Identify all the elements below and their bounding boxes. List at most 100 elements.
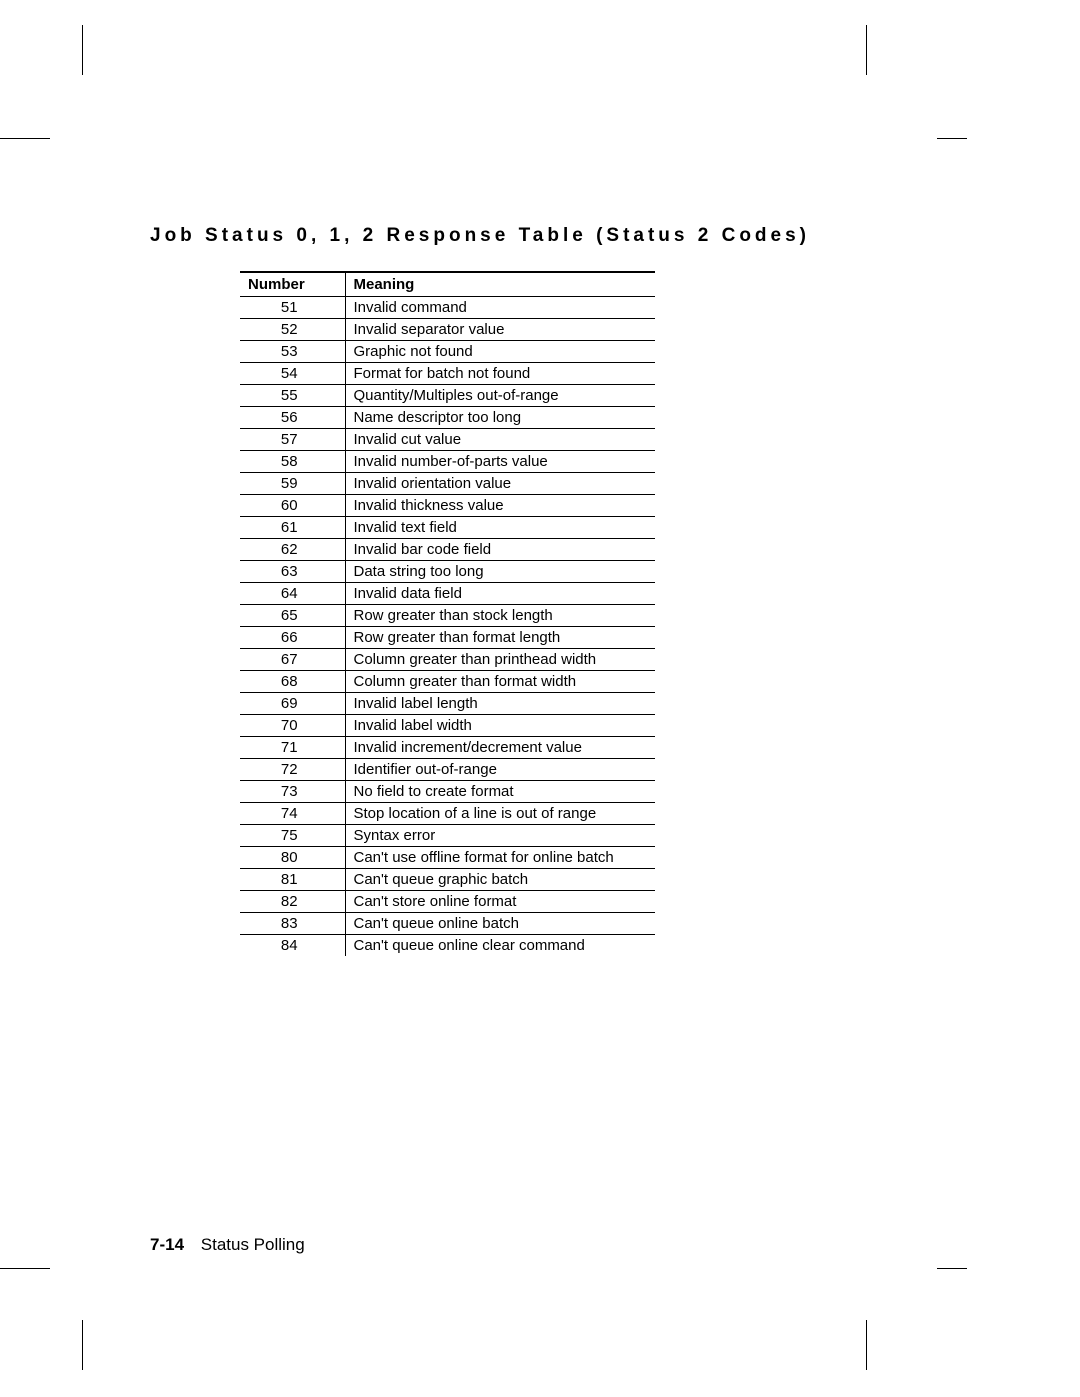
section-title: Status Polling [201, 1235, 305, 1254]
table-row: 58Invalid number-of-parts value [240, 451, 655, 473]
cell-number: 61 [240, 517, 345, 539]
cell-number: 66 [240, 627, 345, 649]
cell-number: 68 [240, 671, 345, 693]
table-row: 67Column greater than printhead width [240, 649, 655, 671]
cell-meaning: Invalid bar code field [345, 539, 655, 561]
table-row: 51Invalid command [240, 297, 655, 319]
cell-number: 74 [240, 803, 345, 825]
cell-meaning: Can't queue graphic batch [345, 869, 655, 891]
cell-meaning: Identifier out-of-range [345, 759, 655, 781]
table-row: 54Format for batch not found [240, 363, 655, 385]
table-row: 74Stop location of a line is out of rang… [240, 803, 655, 825]
table-row: 82Can't store online format [240, 891, 655, 913]
cell-number: 72 [240, 759, 345, 781]
cell-meaning: Invalid data field [345, 583, 655, 605]
cell-number: 70 [240, 715, 345, 737]
crop-mark [82, 1320, 83, 1370]
cell-meaning: Invalid thickness value [345, 495, 655, 517]
cell-meaning: Stop location of a line is out of range [345, 803, 655, 825]
table-row: 84Can't queue online clear command [240, 935, 655, 957]
cell-meaning: Invalid number-of-parts value [345, 451, 655, 473]
cell-meaning: Invalid increment/decrement value [345, 737, 655, 759]
table-row: 83Can't queue online batch [240, 913, 655, 935]
cell-number: 60 [240, 495, 345, 517]
status-codes-table: Number Meaning 51Invalid command52Invali… [240, 271, 655, 956]
cell-number: 59 [240, 473, 345, 495]
cell-meaning: Invalid orientation value [345, 473, 655, 495]
cell-meaning: Invalid label width [345, 715, 655, 737]
cell-number: 67 [240, 649, 345, 671]
cell-number: 71 [240, 737, 345, 759]
table-row: 61Invalid text field [240, 517, 655, 539]
page-content: Job Status 0, 1, 2 Response Table (Statu… [150, 225, 870, 956]
cell-number: 51 [240, 297, 345, 319]
cell-number: 55 [240, 385, 345, 407]
cell-number: 63 [240, 561, 345, 583]
cell-meaning: Graphic not found [345, 341, 655, 363]
page-number: 7-14 [150, 1235, 184, 1254]
table-row: 52Invalid separator value [240, 319, 655, 341]
cell-meaning: Can't queue online batch [345, 913, 655, 935]
table-row: 75Syntax error [240, 825, 655, 847]
table-row: 72Identifier out-of-range [240, 759, 655, 781]
cell-meaning: Can't store online format [345, 891, 655, 913]
cell-number: 53 [240, 341, 345, 363]
crop-mark [82, 25, 83, 75]
cell-number: 57 [240, 429, 345, 451]
cell-number: 52 [240, 319, 345, 341]
crop-mark [0, 1268, 50, 1269]
table-row: 68Column greater than format width [240, 671, 655, 693]
cell-number: 73 [240, 781, 345, 803]
table-row: 57Invalid cut value [240, 429, 655, 451]
cell-meaning: Column greater than format width [345, 671, 655, 693]
cell-number: 69 [240, 693, 345, 715]
table-row: 63Data string too long [240, 561, 655, 583]
table-row: 73No field to create format [240, 781, 655, 803]
cell-meaning: No field to create format [345, 781, 655, 803]
cell-number: 84 [240, 935, 345, 957]
table-row: 81Can't queue graphic batch [240, 869, 655, 891]
cell-number: 75 [240, 825, 345, 847]
cell-meaning: Format for batch not found [345, 363, 655, 385]
cell-meaning: Quantity/Multiples out-of-range [345, 385, 655, 407]
cell-meaning: Invalid cut value [345, 429, 655, 451]
cell-meaning: Row greater than stock length [345, 605, 655, 627]
crop-mark [0, 138, 50, 139]
table-row: 62Invalid bar code field [240, 539, 655, 561]
table-row: 69Invalid label length [240, 693, 655, 715]
crop-mark [866, 25, 867, 75]
column-header-meaning: Meaning [345, 272, 655, 297]
cell-meaning: Data string too long [345, 561, 655, 583]
table-row: 71Invalid increment/decrement value [240, 737, 655, 759]
cell-number: 80 [240, 847, 345, 869]
table-row: 60Invalid thickness value [240, 495, 655, 517]
table-row: 80Can't use offline format for online ba… [240, 847, 655, 869]
table-row: 70Invalid label width [240, 715, 655, 737]
table-row: 53Graphic not found [240, 341, 655, 363]
cell-number: 58 [240, 451, 345, 473]
table-row: 56Name descriptor too long [240, 407, 655, 429]
cell-number: 54 [240, 363, 345, 385]
page-footer: 7-14 Status Polling [150, 1235, 305, 1255]
cell-meaning: Can't queue online clear command [345, 935, 655, 957]
cell-number: 83 [240, 913, 345, 935]
cell-meaning: Invalid command [345, 297, 655, 319]
crop-mark [937, 1268, 967, 1269]
table-row: 59Invalid orientation value [240, 473, 655, 495]
cell-number: 56 [240, 407, 345, 429]
cell-number: 81 [240, 869, 345, 891]
cell-meaning: Name descriptor too long [345, 407, 655, 429]
crop-mark [937, 138, 967, 139]
section-heading: Job Status 0, 1, 2 Response Table (Statu… [150, 225, 870, 247]
column-header-number: Number [240, 272, 345, 297]
crop-mark [866, 1320, 867, 1370]
cell-meaning: Can't use offline format for online batc… [345, 847, 655, 869]
cell-meaning: Invalid text field [345, 517, 655, 539]
cell-number: 62 [240, 539, 345, 561]
table-row: 64Invalid data field [240, 583, 655, 605]
cell-meaning: Invalid separator value [345, 319, 655, 341]
table-row: 55Quantity/Multiples out-of-range [240, 385, 655, 407]
cell-meaning: Column greater than printhead width [345, 649, 655, 671]
table-row: 66Row greater than format length [240, 627, 655, 649]
cell-number: 65 [240, 605, 345, 627]
